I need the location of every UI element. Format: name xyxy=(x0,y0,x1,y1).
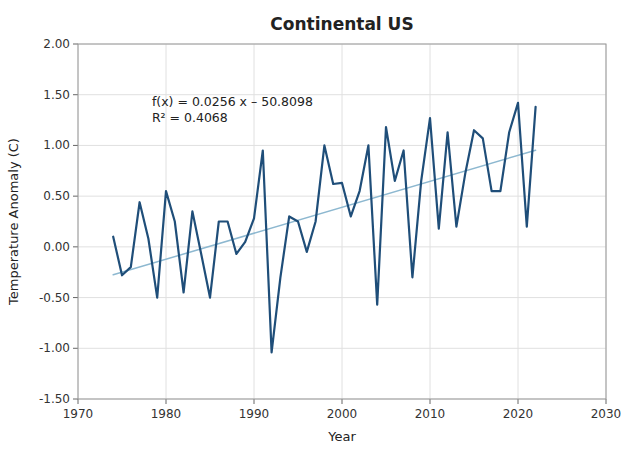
tick-mark xyxy=(78,399,79,404)
tick-mark xyxy=(73,94,78,95)
grid-line xyxy=(78,246,606,247)
tick-mark xyxy=(73,399,78,400)
tick-label: 1970 xyxy=(63,407,94,421)
plot-area xyxy=(113,103,535,353)
y-axis-label: Temperature Anomaly (C) xyxy=(6,138,21,306)
title: Continental US xyxy=(270,14,413,34)
tick-label: -0.50 xyxy=(39,291,70,305)
tick-mark xyxy=(166,399,167,404)
grid-line xyxy=(430,44,431,399)
plot-frame xyxy=(78,44,606,399)
tick-mark xyxy=(73,196,78,197)
chart: 1970 1980 1990 2000 2010 2020 2030 -1.50 -1.00 -0… xyxy=(0,0,630,455)
tick-mark xyxy=(606,399,607,404)
tick-label: 1980 xyxy=(151,407,182,421)
grid-line xyxy=(78,348,606,349)
grid-line xyxy=(78,196,606,197)
annotation-line: R² = 0.4068 xyxy=(152,110,228,125)
grid-line xyxy=(518,44,519,399)
tick-label: -1.00 xyxy=(39,341,70,355)
tick-mark xyxy=(73,145,78,146)
tick-label: 1990 xyxy=(239,407,270,421)
tick-label: 2.00 xyxy=(43,37,70,51)
trend-line xyxy=(113,150,535,275)
tick-label: -1.50 xyxy=(39,392,70,406)
tick-label: 1.50 xyxy=(43,88,70,102)
annotation: f(x) = 0.0256 x – 50.8098R² = 0.4068 xyxy=(152,94,313,125)
tick-label: 2030 xyxy=(591,407,622,421)
tick-label: 0.00 xyxy=(43,240,70,254)
tick-label: 2010 xyxy=(415,407,446,421)
tick-mark xyxy=(518,399,519,404)
tick-label: 2020 xyxy=(503,407,534,421)
tick-label: 1.00 xyxy=(43,138,70,152)
tick-mark xyxy=(254,399,255,404)
tick-label: 0.50 xyxy=(43,189,70,203)
x-axis-label: Year xyxy=(327,429,356,444)
axes: 1970 1980 1990 2000 2010 2020 2030 -1.50 -1.00 -0… xyxy=(39,37,621,421)
tick-mark xyxy=(73,246,78,247)
grid-line xyxy=(78,145,606,146)
grid xyxy=(78,44,606,399)
grid-line xyxy=(342,44,343,399)
tick-mark xyxy=(430,399,431,404)
data-line xyxy=(113,103,535,353)
tick-mark xyxy=(73,297,78,298)
tick-mark xyxy=(342,399,343,404)
tick-label: 2000 xyxy=(327,407,358,421)
tick-mark xyxy=(73,44,78,45)
background xyxy=(0,0,630,455)
annotation-line: f(x) = 0.0256 x – 50.8098 xyxy=(152,94,313,109)
tick-mark xyxy=(73,348,78,349)
